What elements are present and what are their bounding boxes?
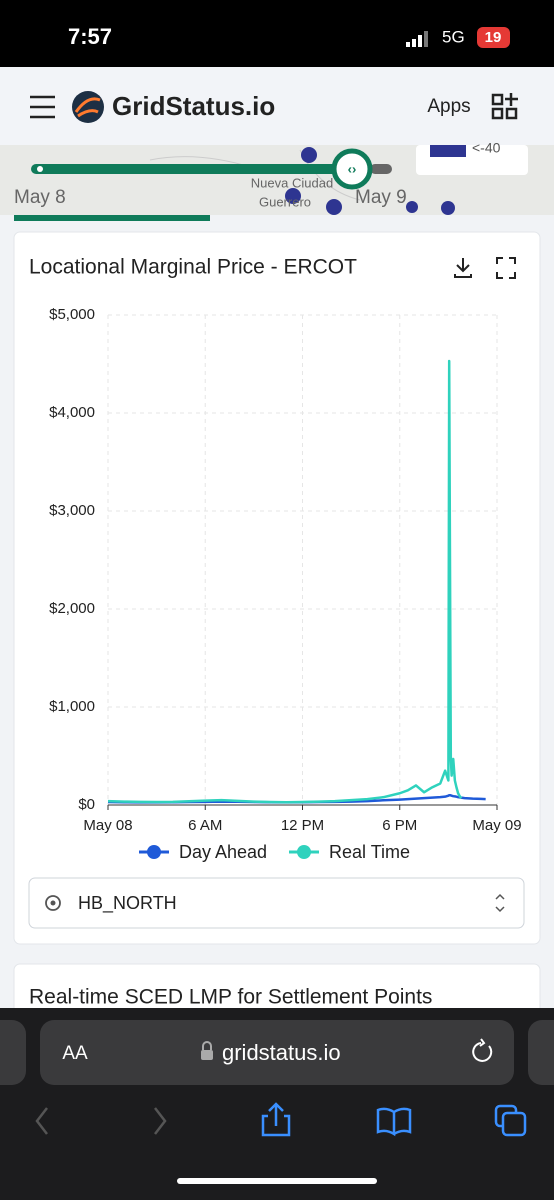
select-chevrons <box>495 893 505 913</box>
legend-marker <box>297 845 311 859</box>
slider-start <box>37 166 43 172</box>
chart-card <box>13 231 541 945</box>
menu-button[interactable] <box>30 95 55 119</box>
logo-mark <box>74 97 101 118</box>
download-button[interactable] <box>454 258 472 278</box>
series-line <box>107 793 486 804</box>
status-bar <box>0 0 554 67</box>
map-dots <box>285 147 455 215</box>
map-date-start: May 8 <box>14 187 66 208</box>
battery <box>477 27 510 48</box>
bookmarks-button[interactable] <box>376 1107 412 1137</box>
address-bar[interactable] <box>40 1020 514 1085</box>
y-tick-label: $4,000 <box>49 404 95 421</box>
next-card-title: Real-time SCED LMP for Settlement Points <box>29 986 432 1009</box>
series-line <box>107 359 463 804</box>
y-tick-label: $3,000 <box>49 502 95 519</box>
text-size-button[interactable]: AA <box>62 1043 88 1064</box>
location-select[interactable] <box>28 877 525 929</box>
legend-marker <box>147 845 161 859</box>
chart-title: Locational Marginal Price - ERCOT <box>29 256 357 279</box>
reload-button[interactable] <box>472 1038 493 1062</box>
slider-track <box>370 164 392 174</box>
handle-arrows: ‹› <box>348 161 357 176</box>
clock: 7:57 <box>68 24 112 49</box>
fullscreen-button[interactable] <box>496 257 516 279</box>
tabs-button[interactable] <box>494 1104 527 1137</box>
apps-label[interactable]: Apps <box>427 96 470 117</box>
legend-label: <-40 <box>472 140 501 156</box>
x-tick-label: May 09 <box>472 817 521 834</box>
legend-label: Day Ahead <box>179 842 267 862</box>
x-tick-label: 6 PM <box>382 817 417 834</box>
slider-handle[interactable] <box>331 148 373 190</box>
network: 5G <box>442 27 465 46</box>
plot: $0 $1,000 $2,000 $3,000 $4,000 $5,000 May 08 6 … <box>49 306 521 862</box>
lock-icon <box>201 1050 213 1060</box>
logo <box>72 91 104 123</box>
back-button[interactable] <box>35 1107 48 1135</box>
x-tick-label: 6 AM <box>188 817 222 834</box>
y-tick-label: $0 <box>78 796 95 813</box>
map-date-end: May 9 <box>355 187 407 208</box>
location-value: HB_NORTH <box>78 893 177 914</box>
brand[interactable]: GridStatus.io <box>112 91 275 121</box>
signal <box>406 31 428 47</box>
home-indicator <box>177 1178 377 1184</box>
lock-shackle <box>202 1041 212 1050</box>
place-label: Nueva Ciudad <box>251 175 333 190</box>
apps-icon[interactable] <box>491 93 518 120</box>
share-button[interactable] <box>261 1102 291 1137</box>
forward-button[interactable] <box>154 1107 167 1135</box>
next-tab <box>528 1020 554 1085</box>
y-tick-label: $1,000 <box>49 698 95 715</box>
place-label: Guerrero <box>259 194 311 209</box>
locate-icon <box>45 895 61 911</box>
progress-bar <box>14 215 210 221</box>
legend-label: Real Time <box>329 842 410 862</box>
locate-dot <box>50 900 56 906</box>
x-tick-label: May 08 <box>83 817 132 834</box>
y-tick-label: $2,000 <box>49 600 95 617</box>
prev-tab <box>0 1020 26 1085</box>
x-tick-label: 12 PM <box>281 817 324 834</box>
url[interactable]: gridstatus.io <box>222 1040 341 1065</box>
legend-swatch <box>430 145 466 157</box>
battery-level: 19 <box>485 29 502 46</box>
y-tick-label: $5,000 <box>49 306 95 323</box>
